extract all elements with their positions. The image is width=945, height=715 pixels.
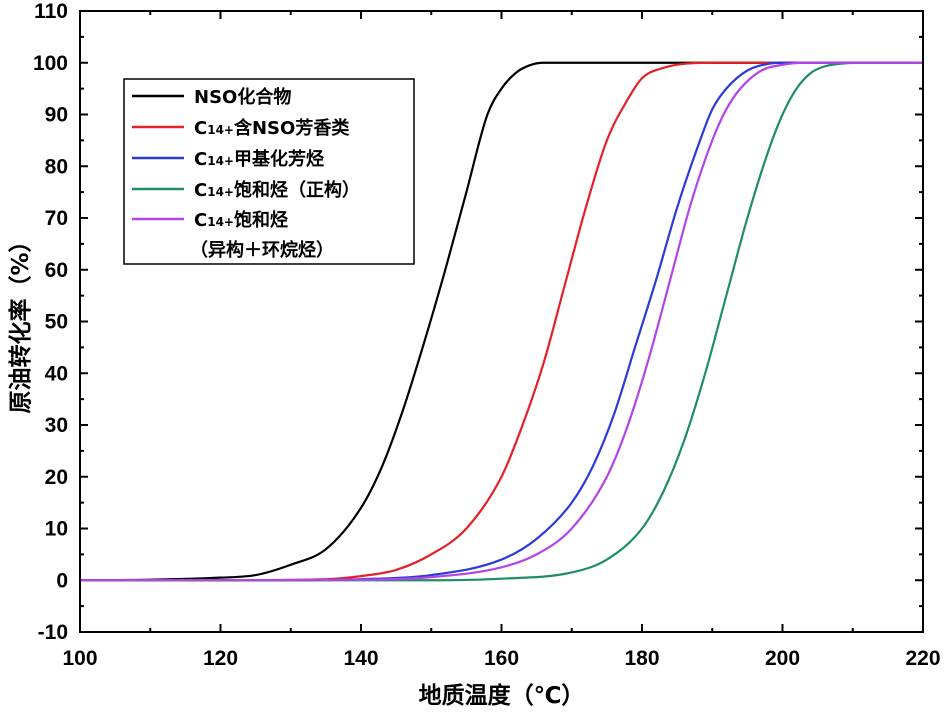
x-tick-label: 120 xyxy=(203,647,238,670)
y-tick-label: 100 xyxy=(33,52,68,75)
legend-label-prefix: C xyxy=(194,118,207,139)
y-tick-label: 80 xyxy=(45,155,68,178)
legend-label-subscript: 14+ xyxy=(207,185,234,199)
legend-box xyxy=(123,78,415,265)
series-line-c14-iso-cyclo xyxy=(79,61,923,582)
y-tick-label: 50 xyxy=(45,311,68,334)
y-tick-label: -10 xyxy=(38,621,68,644)
y-tick-label: 60 xyxy=(45,259,68,282)
x-tick-label: 200 xyxy=(765,647,800,670)
y-tick-label: 20 xyxy=(45,466,68,489)
tick-labels: 100 120 140 160 180 200 220 -10 0 10 20 30 40 50 60 70 8… xyxy=(33,0,941,670)
series-layer xyxy=(79,61,923,582)
legend-label-prefix: C xyxy=(194,210,207,231)
y-tick-label: 90 xyxy=(45,104,68,127)
legend-label-line2: （异构＋环烷烃） xyxy=(190,239,334,261)
legend-label-main: 饱和烃 xyxy=(234,209,288,231)
y-tick-label: 0 xyxy=(56,569,68,592)
legend-label: C14+甲基化芳烃 xyxy=(194,148,324,170)
y-tick-label: 40 xyxy=(45,362,68,385)
y-axis-title: 原油转化率（%） xyxy=(7,229,34,413)
legend-label: C14+饱和烃（正构） xyxy=(194,179,360,201)
y-tick-label: 30 xyxy=(45,414,68,437)
y-tick-label: 10 xyxy=(45,518,68,541)
series-line-c14-nso-aromatics xyxy=(80,61,923,582)
legend-label: C14+含NSO芳香类 xyxy=(194,117,350,139)
legend-label-prefix: C xyxy=(194,149,207,170)
series-line-nso xyxy=(79,61,923,582)
legend-label-subscript: 14+ xyxy=(207,123,234,137)
legend-label-main: NSO化合物 xyxy=(194,86,291,108)
legend-label-subscript: 14+ xyxy=(207,215,234,229)
legend-label-prefix: C xyxy=(194,180,207,201)
x-axis-title: 地质温度（℃） xyxy=(419,682,585,709)
x-tick-label: 180 xyxy=(624,647,659,670)
legend-label: NSO化合物 xyxy=(194,86,291,108)
legend-label: C14+饱和烃 xyxy=(194,209,288,231)
legend-label-subscript: 14+ xyxy=(207,154,234,168)
x-tick-label: 220 xyxy=(905,647,940,670)
legend-label-main: 含NSO芳香类 xyxy=(234,117,350,139)
legend-label-main: 饱和烃（正构） xyxy=(234,179,360,201)
legend-label-main: 甲基化芳烃 xyxy=(234,148,324,170)
series-line-c14-n-alkanes xyxy=(80,61,923,582)
x-tick-label: 140 xyxy=(343,647,378,670)
x-tick-label: 160 xyxy=(484,647,519,670)
x-tick-label: 100 xyxy=(62,647,97,670)
y-tick-label: 110 xyxy=(34,0,68,23)
y-tick-label: 70 xyxy=(45,207,68,230)
legend: NSO化合物C14+含NSO芳香类C14+甲基化芳烃C14+饱和烃（正构）C14… xyxy=(123,78,415,265)
plot-frame xyxy=(79,10,924,633)
